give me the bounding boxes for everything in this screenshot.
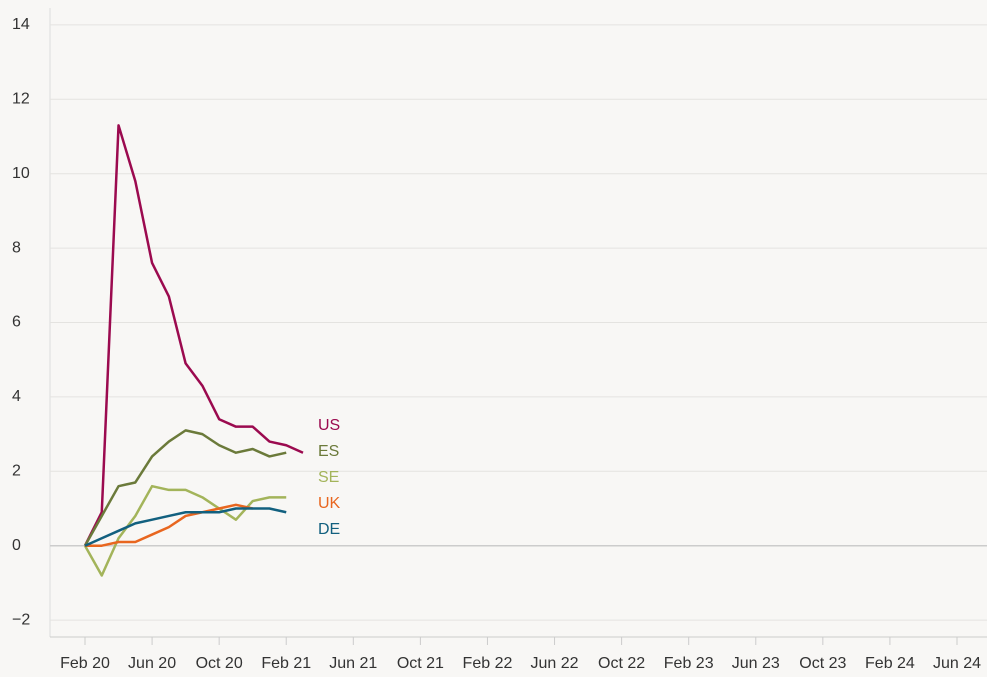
y-tick-label: 6	[12, 314, 21, 331]
x-tick-label: Feb 24	[865, 655, 915, 672]
y-tick-label: 2	[12, 463, 21, 480]
series-label: US	[318, 417, 340, 434]
series-line	[84, 507, 287, 547]
series-line	[83, 124, 304, 547]
series-label: UK	[318, 495, 341, 512]
x-tick-label: Jun 20	[128, 655, 176, 672]
series-line	[83, 429, 287, 547]
x-tick-label: Jun 24	[933, 655, 981, 672]
y-tick-label: 8	[12, 239, 21, 256]
series-line	[83, 484, 287, 577]
x-tick-label: Jun 22	[531, 655, 579, 672]
y-tick-label: 14	[12, 16, 30, 33]
x-tick-label: Feb 21	[261, 655, 311, 672]
series-label: DE	[318, 521, 340, 538]
y-tick-label: −2	[12, 611, 30, 628]
y-tick-label: 12	[12, 91, 30, 108]
x-tick-label: Feb 20	[60, 655, 110, 672]
x-tick-label: Jun 23	[732, 655, 780, 672]
x-tick-label: Feb 23	[664, 655, 714, 672]
series-line	[85, 503, 253, 547]
series-label: SE	[318, 469, 339, 486]
y-tick-label: 10	[12, 165, 30, 182]
x-tick-label: Oct 20	[196, 655, 243, 672]
x-tick-label: Jun 21	[329, 655, 377, 672]
y-tick-label: 0	[12, 537, 21, 554]
x-tick-label: Feb 22	[463, 655, 513, 672]
x-tick-label: Oct 21	[397, 655, 444, 672]
x-tick-label: Oct 23	[799, 655, 846, 672]
x-tick-label: Oct 22	[598, 655, 645, 672]
series-label: ES	[318, 443, 339, 460]
y-tick-label: 4	[12, 388, 21, 405]
